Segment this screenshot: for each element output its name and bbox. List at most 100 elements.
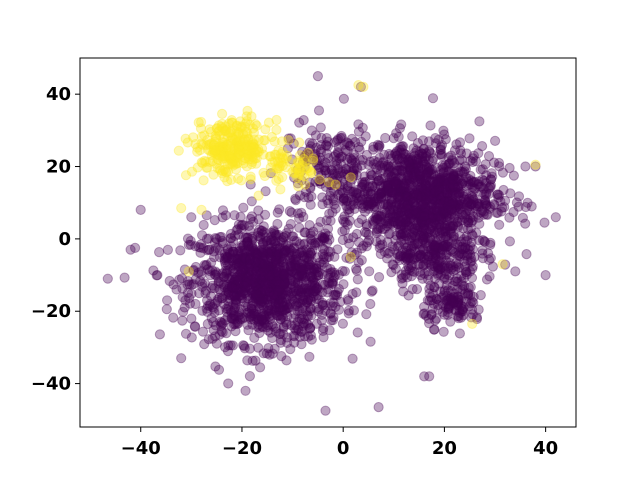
data-point <box>328 289 339 301</box>
data-point <box>196 157 207 168</box>
data-point <box>300 179 311 190</box>
data-point <box>226 312 237 323</box>
data-point <box>240 153 251 164</box>
data-point <box>320 300 331 311</box>
data-point <box>210 242 221 254</box>
data-point <box>419 371 430 382</box>
data-point <box>202 300 214 311</box>
data-point <box>278 280 289 291</box>
data-point <box>245 174 256 185</box>
data-point <box>205 270 216 281</box>
data-point <box>236 267 247 278</box>
data-point <box>374 272 385 283</box>
data-point <box>320 405 331 416</box>
data-point <box>363 188 374 200</box>
data-point <box>245 263 256 274</box>
data-point <box>239 312 250 323</box>
data-point <box>329 267 340 278</box>
data-point <box>504 236 515 247</box>
data-point <box>246 310 257 321</box>
data-point <box>270 271 281 282</box>
data-point <box>258 238 269 249</box>
data-point <box>256 315 267 326</box>
data-point <box>262 264 273 275</box>
data-point <box>312 237 324 248</box>
data-point <box>186 313 197 324</box>
data-point <box>285 264 296 275</box>
data-point <box>204 300 215 311</box>
data-point <box>285 251 296 263</box>
data-point <box>439 272 450 283</box>
data-point <box>319 251 330 262</box>
data-point <box>309 238 320 249</box>
data-point <box>311 284 322 295</box>
data-point <box>424 218 435 229</box>
data-point <box>195 242 206 253</box>
data-point <box>275 304 286 315</box>
data-point <box>267 280 279 291</box>
data-point <box>257 225 268 236</box>
data-point <box>307 288 318 299</box>
data-point <box>242 291 254 302</box>
data-point <box>259 318 270 329</box>
data-point <box>504 212 515 223</box>
data-point <box>235 283 246 294</box>
data-point <box>205 291 217 302</box>
data-point <box>284 254 295 265</box>
data-point <box>294 137 305 148</box>
data-point <box>235 211 246 222</box>
data-point <box>311 263 322 274</box>
x-axis: −40 −20 0 20 40 <box>121 427 558 459</box>
data-point <box>308 226 319 237</box>
data-point <box>271 240 282 251</box>
data-point <box>210 233 221 244</box>
data-point <box>303 254 314 265</box>
data-point <box>262 296 274 307</box>
data-point <box>278 329 289 340</box>
data-point <box>263 283 274 294</box>
data-point <box>383 229 394 240</box>
data-point <box>425 120 436 131</box>
data-point <box>228 309 239 320</box>
data-point <box>257 261 268 273</box>
data-point <box>286 245 297 256</box>
data-point <box>237 313 248 324</box>
data-point <box>260 124 271 135</box>
data-point <box>311 302 322 313</box>
data-point <box>443 263 454 274</box>
data-point <box>228 235 239 247</box>
data-point <box>282 150 293 161</box>
data-point <box>505 188 516 199</box>
data-point <box>298 320 309 332</box>
data-point <box>252 282 263 293</box>
data-point <box>236 254 247 265</box>
data-point <box>240 265 251 276</box>
data-point <box>275 251 286 262</box>
data-point <box>234 314 246 325</box>
data-point <box>317 243 328 254</box>
data-point <box>319 233 330 244</box>
data-point <box>322 136 333 147</box>
data-point <box>296 207 307 218</box>
data-point <box>271 302 282 313</box>
data-point <box>228 305 240 316</box>
data-point <box>262 246 273 257</box>
data-point <box>239 288 250 299</box>
data-point <box>222 279 233 290</box>
data-point <box>497 259 508 270</box>
data-point <box>481 274 493 285</box>
data-point <box>246 303 257 314</box>
data-point <box>305 271 316 282</box>
data-point <box>267 319 278 330</box>
data-point <box>342 294 353 305</box>
data-point <box>468 211 479 222</box>
data-point <box>259 227 270 238</box>
data-point <box>279 276 290 287</box>
data-point <box>217 212 228 223</box>
data-point <box>415 270 426 281</box>
data-point <box>239 276 250 287</box>
data-point <box>258 272 269 283</box>
data-point <box>458 234 469 245</box>
data-point <box>277 289 288 300</box>
data-point <box>391 198 402 209</box>
